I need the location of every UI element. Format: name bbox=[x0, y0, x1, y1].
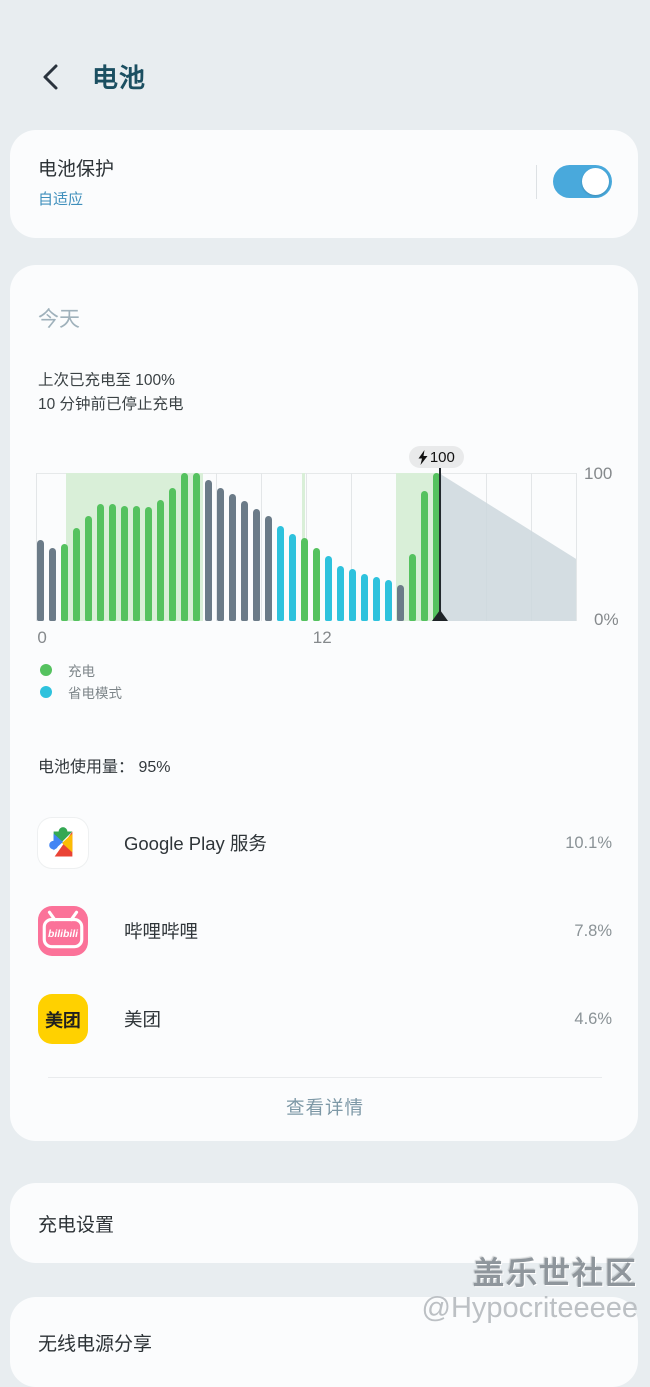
toggle-knob bbox=[582, 168, 609, 195]
chart-bar bbox=[409, 554, 416, 621]
chart-bar bbox=[145, 507, 152, 621]
charging-settings-card[interactable]: 充电设置 bbox=[10, 1183, 638, 1263]
current-time-marker bbox=[438, 467, 442, 621]
chart-plot-area: 100 bbox=[36, 446, 577, 621]
bilibili-icon: bilibili bbox=[38, 906, 88, 956]
watermark-community: 盖乐世社区 bbox=[473, 1256, 638, 1291]
chart-bar bbox=[241, 501, 248, 621]
chart-bar bbox=[373, 576, 380, 621]
battery-usage-line: 电池使用量： 95% bbox=[38, 753, 612, 777]
meituan-icon: 美团 bbox=[38, 994, 88, 1044]
divider bbox=[536, 164, 537, 199]
legend-label: 省电模式 bbox=[68, 686, 122, 701]
chart-bar bbox=[229, 493, 236, 621]
chart-bar bbox=[217, 487, 224, 621]
chart-bar bbox=[253, 508, 260, 621]
battery-usage-label: 电池使用量： bbox=[38, 759, 135, 776]
chart-bar bbox=[193, 473, 200, 621]
watermark-username: @Hypocriteeeee bbox=[421, 1292, 638, 1324]
chart-bar bbox=[361, 573, 368, 621]
svg-text:美团: 美团 bbox=[45, 1009, 80, 1030]
battery-history-chart[interactable]: 100 100 0% 0 12 bbox=[36, 446, 619, 655]
app-name: 美团 bbox=[124, 1009, 162, 1030]
chart-bar bbox=[49, 548, 56, 621]
divider bbox=[48, 1077, 602, 1078]
app-usage-list: Google Play 服务 10.1% bilibili 哔哩哔哩 7.8% … bbox=[38, 799, 612, 1063]
charge-status-line1: 上次已充电至 100% bbox=[38, 372, 175, 389]
x-axis-labels: 0 12 bbox=[36, 621, 576, 655]
battery-protection-mode-link[interactable]: 自适应 bbox=[38, 191, 84, 208]
chart-bar bbox=[169, 487, 176, 621]
chart-bar bbox=[181, 473, 188, 621]
wireless-power-sharing-title: 无线电源分享 bbox=[38, 1333, 153, 1355]
chart-bar bbox=[61, 544, 68, 621]
gridline bbox=[576, 473, 577, 621]
charging-legend-dot-icon bbox=[40, 664, 52, 676]
y-axis-label-0: 0% bbox=[594, 610, 619, 629]
battery-protection-card[interactable]: 电池保护 自适应 bbox=[10, 130, 638, 238]
app-battery-percent: 10.1% bbox=[565, 833, 612, 852]
chart-bar bbox=[109, 504, 116, 621]
x-axis-tick: 12 bbox=[312, 628, 332, 647]
charge-status-line2: 10 分钟前已停止充电 bbox=[38, 396, 184, 413]
chart-bar bbox=[301, 538, 308, 621]
app-name: 哔哩哔哩 bbox=[124, 921, 199, 942]
gridline bbox=[36, 473, 37, 621]
google-play-services-icon bbox=[38, 818, 88, 868]
view-details-button[interactable]: 查看详情 bbox=[285, 1097, 364, 1118]
chart-legend: 充电 省电模式 bbox=[38, 659, 612, 703]
page-title: 电池 bbox=[92, 63, 147, 93]
y-axis-label-100: 100 bbox=[584, 464, 613, 483]
chart-bar bbox=[325, 555, 332, 621]
chart-bar bbox=[433, 473, 440, 621]
gridline bbox=[216, 473, 217, 621]
current-time-marker-triangle-icon bbox=[432, 610, 449, 621]
gridline bbox=[261, 473, 262, 621]
chart-bar bbox=[265, 515, 272, 621]
svg-text:bilibili: bilibili bbox=[48, 929, 79, 940]
projected-usage-area bbox=[438, 473, 576, 621]
chart-bar bbox=[37, 539, 44, 621]
app-name: Google Play 服务 bbox=[124, 833, 267, 854]
chart-bar bbox=[73, 527, 80, 621]
charge-status: 上次已充电至 100% 10 分钟前已停止充电 bbox=[38, 369, 612, 417]
back-button[interactable] bbox=[36, 61, 66, 93]
charge-level-badge: 100 bbox=[408, 446, 464, 468]
chart-bar bbox=[205, 480, 212, 621]
app-battery-percent: 4.6% bbox=[574, 1009, 612, 1028]
chart-bar bbox=[289, 533, 296, 621]
legend-label: 充电 bbox=[68, 664, 95, 679]
lightning-bolt-icon bbox=[418, 449, 428, 465]
header: 电池 bbox=[0, 0, 650, 95]
chart-bar bbox=[277, 526, 284, 621]
chart-bar bbox=[313, 548, 320, 621]
section-title-today: 今天 bbox=[38, 308, 80, 331]
chart-bar bbox=[133, 505, 140, 621]
chart-bar bbox=[121, 505, 128, 621]
chart-bar bbox=[421, 490, 428, 621]
chart-bar bbox=[349, 569, 356, 621]
battery-usage-value: 95% bbox=[138, 759, 171, 776]
app-row-meituan[interactable]: 美团 美团 4.6% bbox=[38, 975, 612, 1063]
charging-settings-title: 充电设置 bbox=[38, 1214, 115, 1236]
legend-item-charging: 充电 bbox=[38, 659, 612, 681]
chevron-left-icon bbox=[43, 64, 58, 89]
battery-protection-title: 电池保护 bbox=[38, 159, 115, 180]
app-battery-percent: 7.8% bbox=[574, 921, 612, 940]
battery-protection-toggle[interactable] bbox=[553, 165, 612, 198]
app-row-bilibili[interactable]: bilibili 哔哩哔哩 7.8% bbox=[38, 887, 612, 975]
power-saving-legend-dot-icon bbox=[40, 686, 52, 698]
legend-item-power-saving: 省电模式 bbox=[38, 681, 612, 703]
app-row-google-play-services[interactable]: Google Play 服务 10.1% bbox=[38, 799, 612, 887]
x-axis-tick: 0 bbox=[37, 628, 47, 647]
chart-bar bbox=[397, 585, 404, 621]
chart-bar bbox=[385, 579, 392, 621]
chart-bar bbox=[97, 504, 104, 621]
chart-bar bbox=[157, 499, 164, 621]
chart-bar bbox=[85, 515, 92, 621]
chart-bar bbox=[337, 566, 344, 621]
gridline bbox=[351, 473, 352, 621]
